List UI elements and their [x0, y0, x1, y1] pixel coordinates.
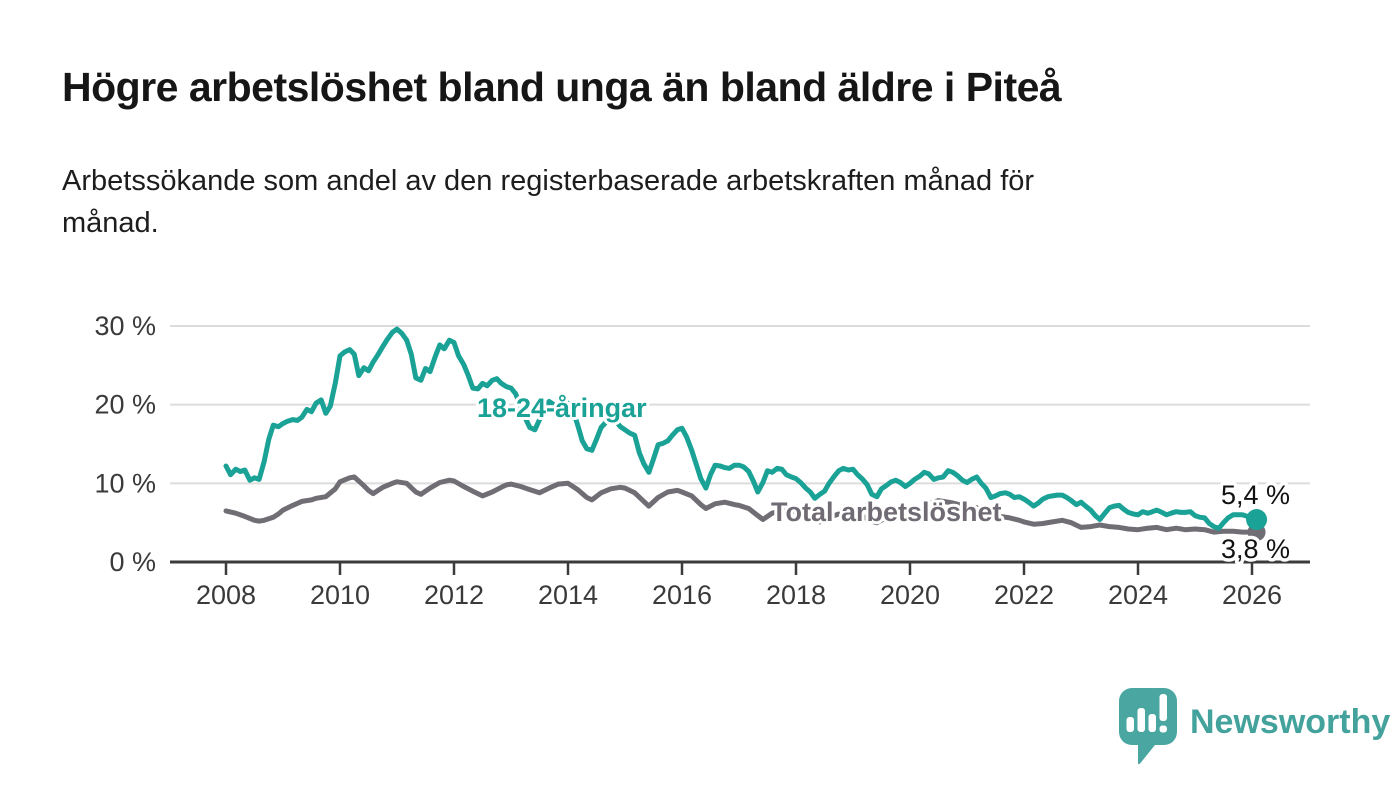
x-tick-label: 2022	[994, 580, 1054, 610]
gridlines: 0 % 10 % 20 % 30 %	[94, 311, 1310, 577]
x-axis-ticks: 2008 2010 2012 2014 2016 2018 2020 2022 2024 2026	[196, 563, 1282, 610]
chart-subtitle: Arbetssökande som andel av den registerb…	[62, 160, 1342, 244]
y-tick-label: 0 %	[109, 547, 156, 577]
subtitle-line-1: Arbetssökande som andel av den registerb…	[62, 165, 1035, 197]
y-tick-label: 30 %	[94, 311, 156, 341]
x-tick-label: 2012	[424, 580, 484, 610]
series-label-total: Total arbetslöshet	[771, 497, 1002, 527]
page-title: Högre arbetslöshet bland unga än bland ä…	[62, 64, 1062, 110]
x-tick-label: 2010	[310, 580, 370, 610]
newsworthy-logo: Newsworthy	[1119, 688, 1390, 765]
subtitle-line-2: månad.	[62, 207, 159, 240]
x-tick-label: 2016	[652, 580, 712, 610]
x-tick-label: 2026	[1222, 580, 1282, 610]
x-tick-label: 2008	[196, 580, 256, 610]
end-value-label-young: 5,4 %	[1221, 480, 1290, 510]
y-tick-label: 20 %	[94, 390, 156, 420]
y-tick-label: 10 %	[94, 468, 156, 498]
series-label-young: 18-24-åringar	[477, 393, 647, 423]
x-tick-label: 2020	[880, 580, 940, 610]
data-series	[223, 326, 1268, 542]
youth-line	[223, 326, 1260, 531]
end-value-label-total: 3,8 %	[1221, 534, 1290, 564]
x-tick-label: 2018	[766, 580, 826, 610]
x-tick-label: 2024	[1108, 580, 1168, 610]
logo-wordmark: Newsworthy	[1190, 703, 1390, 741]
total-line	[223, 474, 1260, 535]
logo-bar-chart-glyph	[1126, 694, 1167, 733]
x-tick-label: 2014	[538, 580, 598, 610]
youth-end-dot	[1246, 509, 1268, 531]
